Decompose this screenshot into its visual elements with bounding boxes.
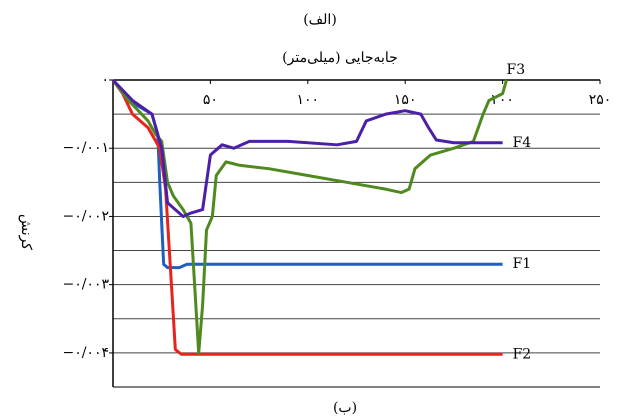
series-line: [111, 78, 503, 218]
y-tick-label: −۰/۰۰۴: [62, 345, 109, 361]
x-tick-label: ۵۰: [203, 92, 218, 108]
series-label: F3: [506, 62, 525, 78]
chart-title: (الف): [303, 12, 337, 28]
series-line: [111, 79, 503, 270]
y-tick-label: ۰: [101, 72, 109, 88]
y-axis-title: کرنش: [18, 214, 34, 250]
series-label: F4: [513, 135, 532, 151]
series-line: [111, 79, 508, 355]
caption: (ب): [333, 400, 357, 416]
series-label: F1: [513, 256, 532, 272]
x-tick-label: ۱۵۰: [394, 92, 417, 108]
y-tick-label: −۰/۰۰۲: [62, 208, 109, 224]
series-label: F2: [513, 346, 532, 362]
x-axis-title: جابه‌جایی (میلی‌متر): [282, 50, 398, 66]
x-tick-label: ۱۰۰: [297, 92, 320, 108]
x-tick-label: ۲۵۰: [589, 92, 612, 108]
y-tick-label: −۰/۰۰۱: [62, 140, 109, 156]
series-line: [111, 79, 503, 356]
y-tick-label: −۰/۰۰۳: [62, 277, 109, 293]
